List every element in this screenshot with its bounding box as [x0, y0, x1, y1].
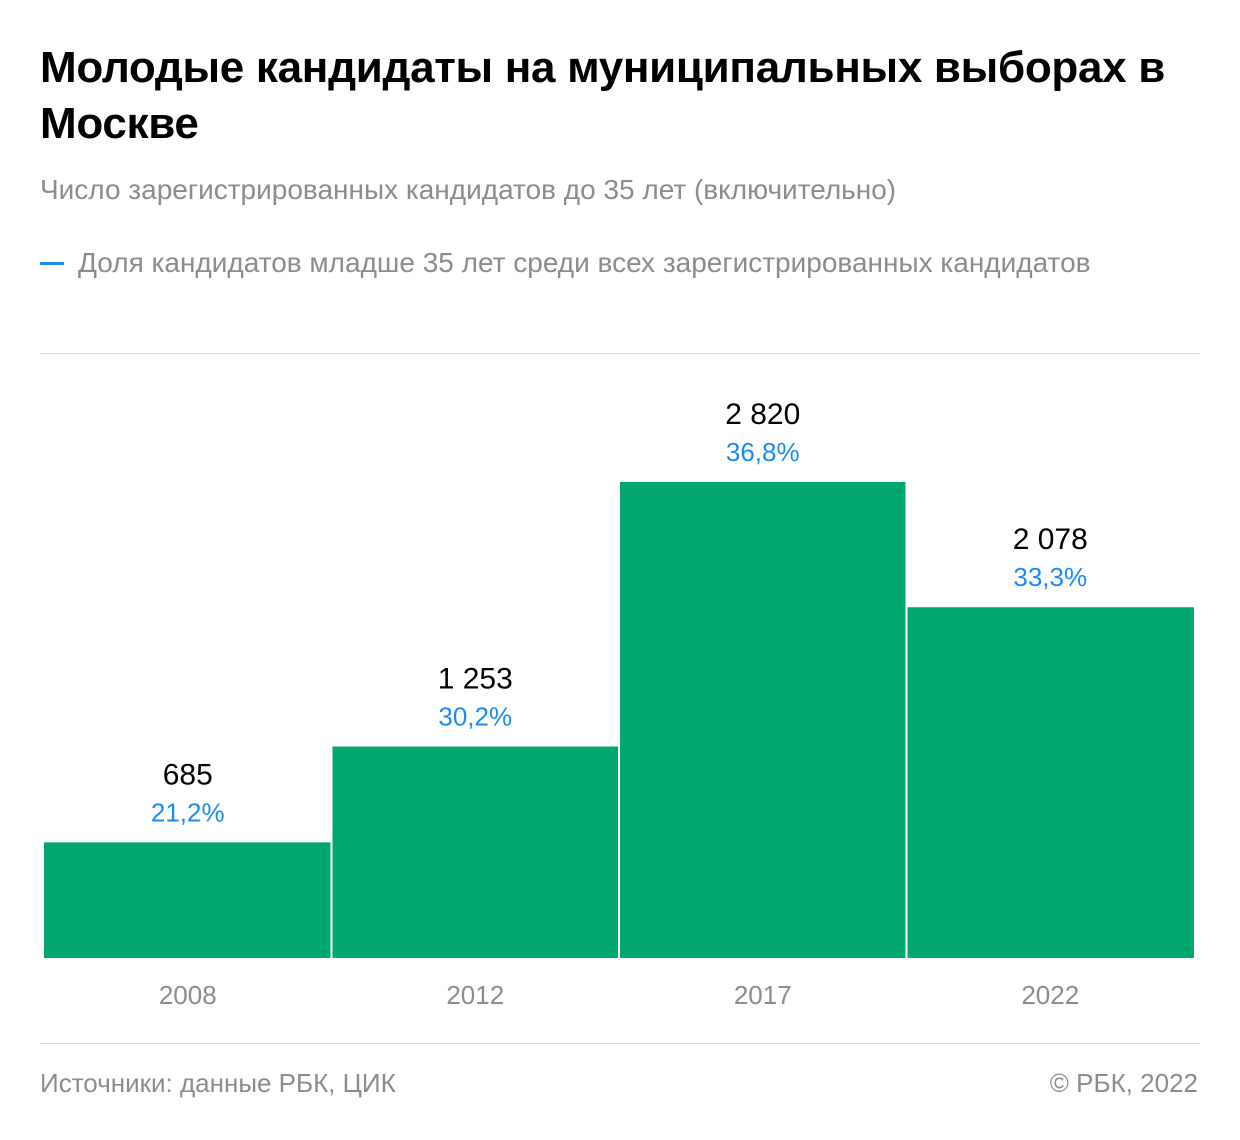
bar-2017 — [620, 482, 906, 958]
source-note: Источники: данные РБК, ЦИК — [40, 1068, 396, 1098]
share-label-2008: 21,2% — [151, 797, 225, 827]
x-tick-label-2022: 2022 — [1021, 980, 1079, 1010]
bottom-divider — [40, 1043, 1200, 1044]
legend: Доля кандидатов младше 35 лет среди всех… — [40, 243, 1160, 283]
bar-2008 — [44, 842, 331, 958]
value-label-2012: 1 253 — [438, 663, 513, 696]
x-tick-label-2008: 2008 — [159, 980, 217, 1010]
bar-2012 — [332, 746, 618, 958]
value-label-2008: 685 — [163, 758, 213, 791]
share-label-2022: 33,3% — [1013, 562, 1087, 592]
chart-title: Молодые кандидаты на муниципальных выбор… — [40, 43, 1165, 148]
chart-subtitle: Число зарегистрированных кандидатов до 3… — [40, 174, 897, 205]
value-label-2022: 2 078 — [1013, 523, 1088, 556]
value-label-2017: 2 820 — [725, 398, 800, 431]
legend-label: Доля кандидатов младше 35 лет среди всех… — [78, 247, 1091, 278]
copyright-note: © РБК, 2022 — [1049, 1068, 1198, 1098]
x-tick-label-2012: 2012 — [446, 980, 504, 1010]
share-label-2012: 30,2% — [438, 702, 512, 732]
x-tick-label-2017: 2017 — [734, 980, 792, 1010]
top-divider — [40, 353, 1200, 354]
share-label-2017: 36,8% — [726, 437, 800, 467]
legend-swatch — [40, 262, 64, 265]
bar-2022 — [907, 607, 1194, 958]
